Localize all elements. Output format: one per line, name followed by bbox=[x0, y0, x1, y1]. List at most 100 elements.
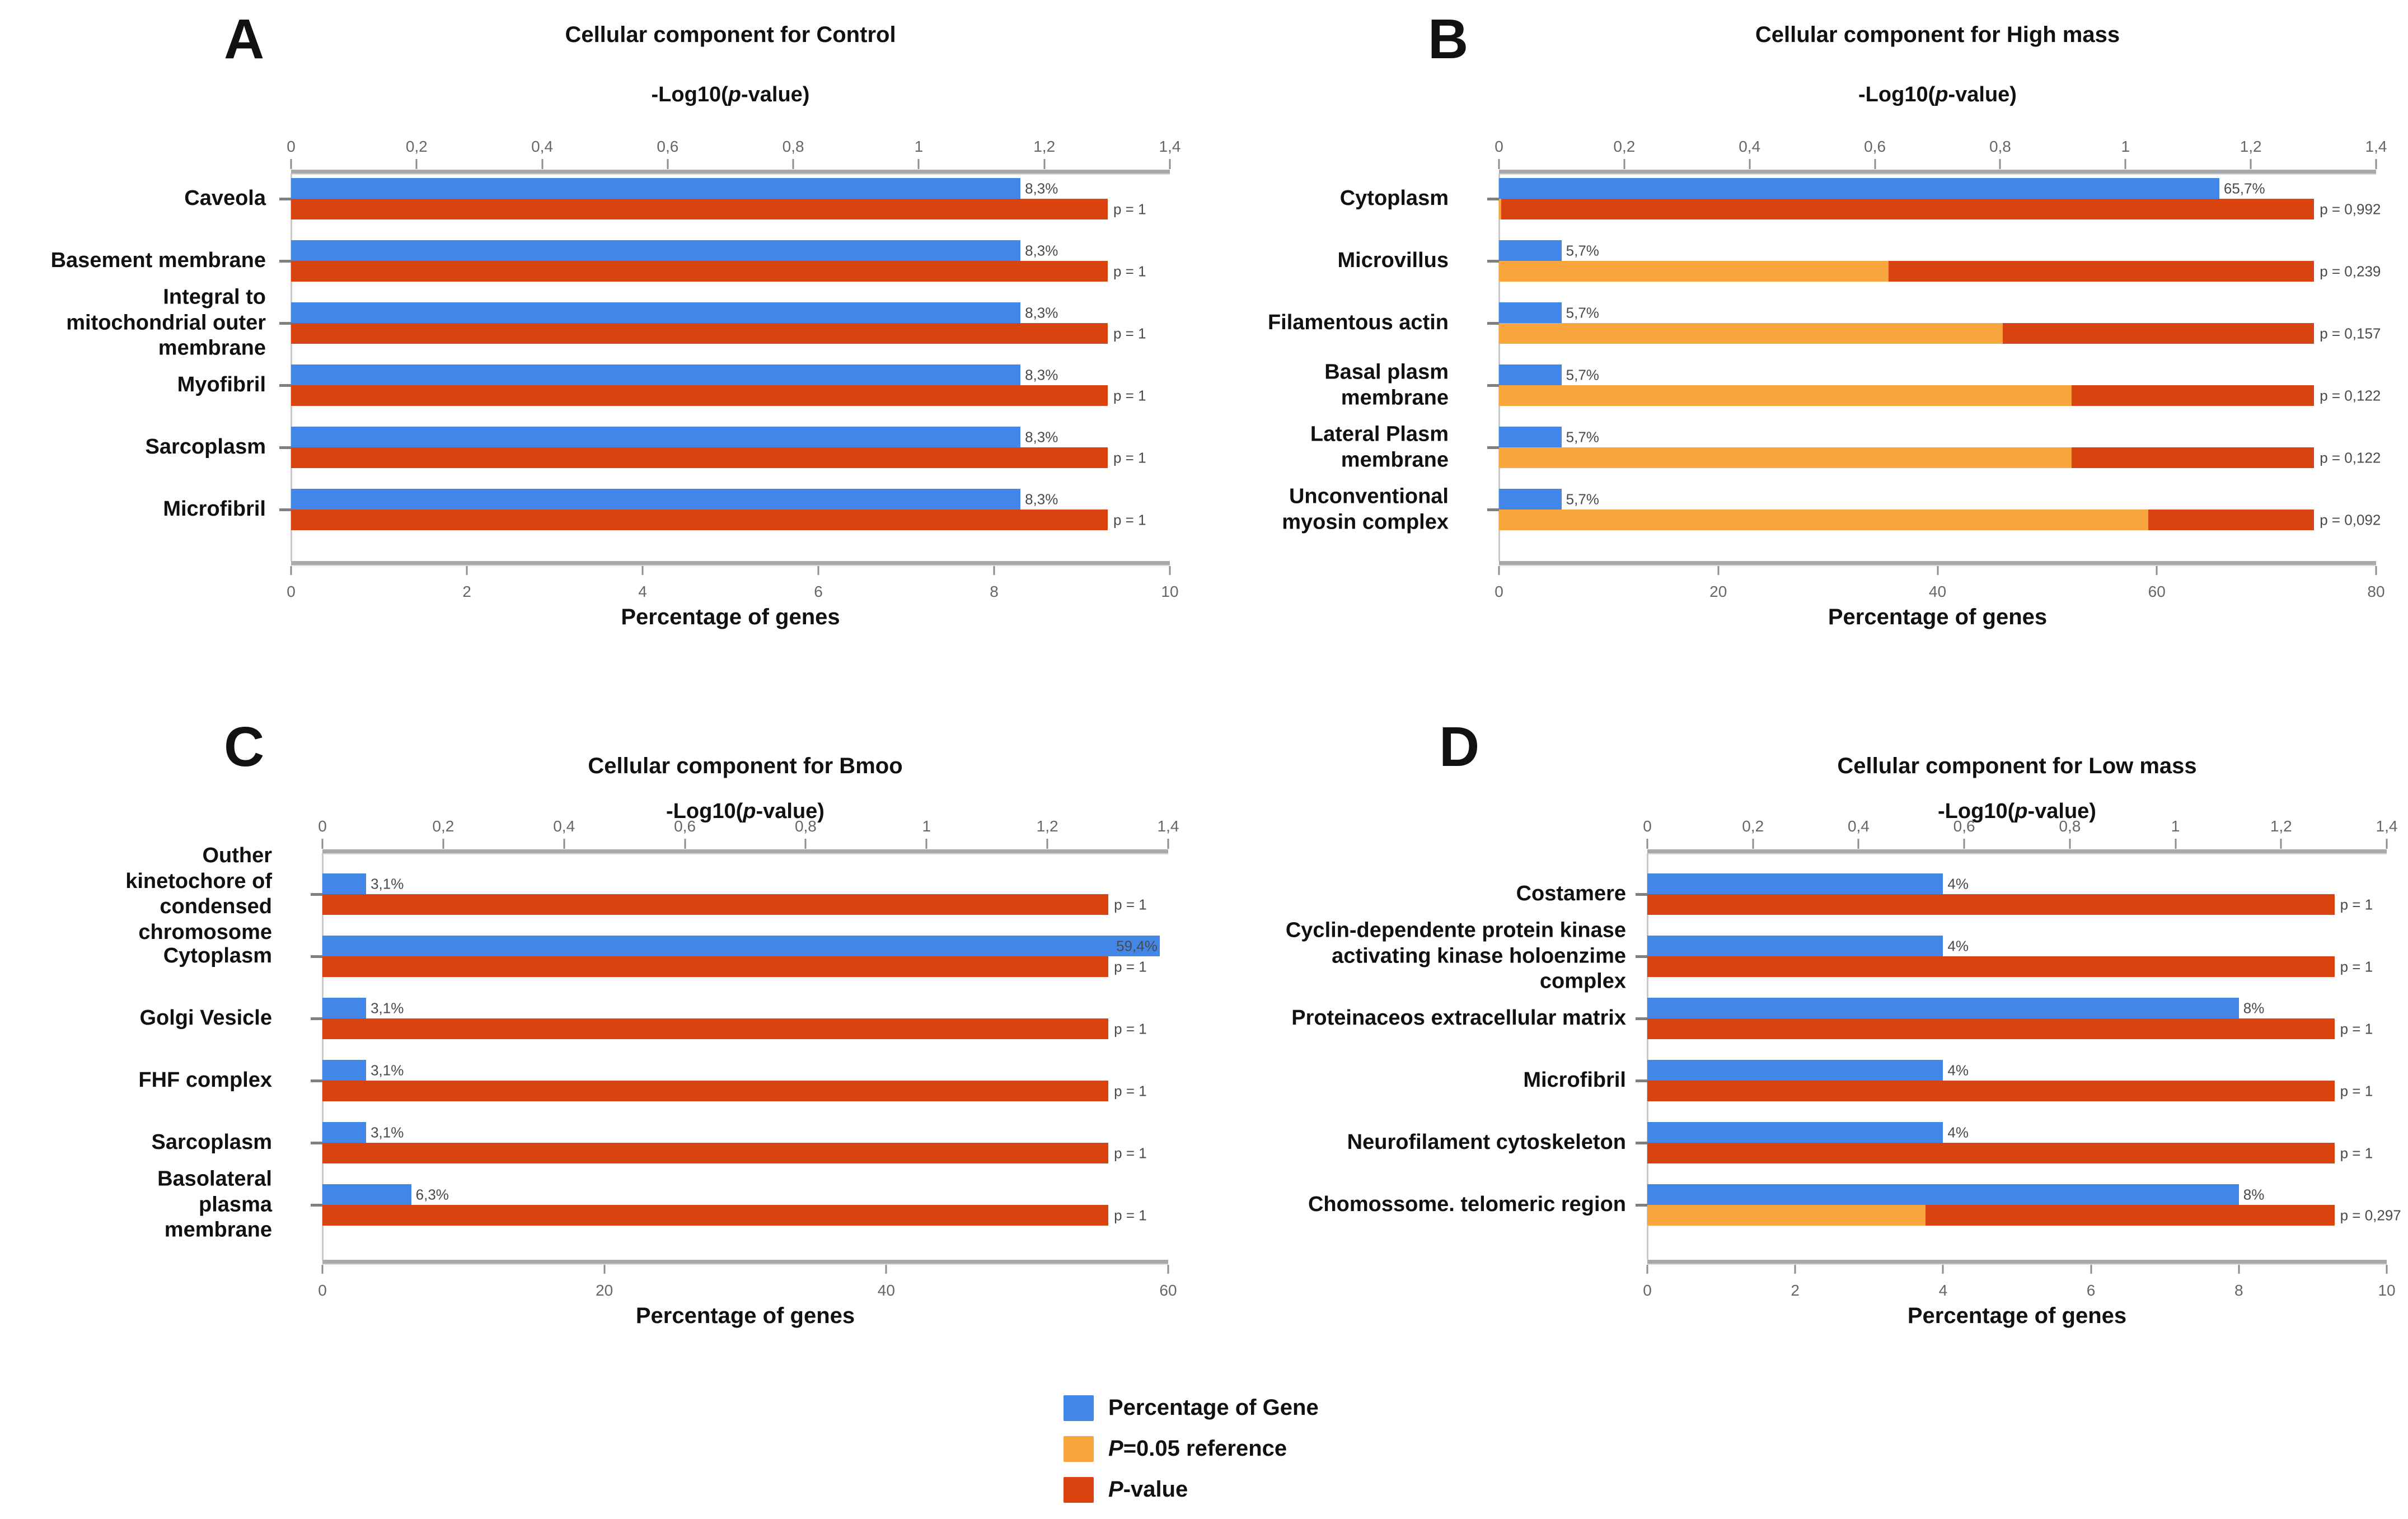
axis-tick: 0,8 bbox=[783, 138, 804, 169]
left-axis-tick bbox=[1636, 955, 1647, 958]
axis-tick-label: 40 bbox=[1928, 583, 1947, 600]
axis-tick-label: 1,4 bbox=[2365, 138, 2387, 155]
axis-tick-label: 0 bbox=[287, 583, 296, 600]
percentage-of-gene-bar: 65,7% bbox=[1499, 178, 2265, 199]
legend-label-italic: P bbox=[1108, 1436, 1123, 1461]
legend-swatch-red bbox=[1064, 1476, 1094, 1503]
category-label: Neurofilament cytoskeleton bbox=[1347, 1130, 1626, 1155]
p-value-bar: p = 1 bbox=[1647, 956, 2387, 977]
top-axis-line bbox=[291, 170, 1170, 174]
p-value-bar: p = 1 bbox=[291, 447, 1170, 468]
category-row: Integral to mitochondrial outer membrane… bbox=[66, 286, 1170, 364]
axis-tick-label: 1 bbox=[914, 138, 924, 155]
left-axis-tick bbox=[1636, 1079, 1647, 1082]
category-label: Outher kinetochore of condensed chromoso… bbox=[125, 843, 272, 944]
percentage-label: 8% bbox=[2243, 999, 2265, 1016]
left-axis-line bbox=[1647, 853, 1648, 1260]
percentage-of-gene-bar: 5,7% bbox=[1499, 427, 1599, 447]
bottom-axis-title: Percentage of genes bbox=[621, 605, 840, 629]
legend-item: P-value bbox=[1064, 1469, 1319, 1510]
panel-letter: B bbox=[1428, 8, 1469, 71]
top-axis-title-italic-p: p bbox=[743, 800, 756, 823]
panel-title: Cellular component for Control bbox=[565, 22, 896, 47]
category-row: Myofibril 8,3% p = 1 bbox=[177, 364, 1170, 427]
category-label: Costamere bbox=[1516, 882, 1626, 906]
axis-tick-label: 0 bbox=[1495, 138, 1503, 155]
p-reference-segment bbox=[1499, 323, 2003, 344]
category-row: Lateral Plasm membrane 5,7% p = 0,122 bbox=[1310, 422, 2381, 489]
legend-swatch-orange bbox=[1064, 1436, 1094, 1462]
p-value-label: p = 1 bbox=[2340, 1020, 2373, 1037]
panel-title: Cellular component for Bmoo bbox=[588, 754, 903, 778]
percentage-label: 5,7% bbox=[1566, 366, 1599, 383]
percentage-label: 59,4% bbox=[1116, 937, 1158, 954]
category-row: Basal plasm membrane 5,7% p = 0,122 bbox=[1324, 360, 2381, 427]
category-row: Costamere 4% p = 1 bbox=[1516, 873, 2387, 936]
axis-tick: 1,4 bbox=[2365, 138, 2387, 169]
p-value-bar: p = 1 bbox=[291, 510, 1170, 530]
p-value-label: p = 1 bbox=[1114, 1082, 1147, 1099]
axis-tick: 60 bbox=[1159, 1265, 1177, 1299]
axis-tick: 0 bbox=[287, 566, 296, 600]
axis-tick-label: 20 bbox=[1709, 583, 1727, 600]
axis-tick-label: 0,6 bbox=[657, 138, 679, 155]
percentage-label: 3,1% bbox=[371, 1062, 404, 1078]
axis-tick-label: 8 bbox=[990, 583, 999, 600]
category-label: Basolateral plasma membrane bbox=[157, 1167, 272, 1242]
left-axis-tick bbox=[279, 384, 291, 387]
category-label: FHF complex bbox=[138, 1068, 272, 1092]
p-value-label: p = 0,992 bbox=[2320, 200, 2381, 217]
p-reference-segment bbox=[1499, 510, 2148, 530]
p-value-segment bbox=[1647, 1081, 2335, 1101]
left-axis-tick bbox=[1487, 508, 1499, 511]
percentage-label: 5,7% bbox=[1566, 490, 1599, 507]
left-axis-tick bbox=[1487, 198, 1499, 200]
axis-tick: 4 bbox=[1939, 1265, 1947, 1299]
percentage-of-gene-bar: 4% bbox=[1647, 936, 1969, 956]
p-value-bar: p = 1 bbox=[322, 956, 1168, 977]
axis-tick: 0,2 bbox=[432, 817, 454, 849]
axis-tick: 2 bbox=[1791, 1265, 1800, 1299]
p-value-segment bbox=[1647, 1143, 2335, 1163]
axis-tick: 0,6 bbox=[1864, 138, 1886, 169]
p-value-segment bbox=[291, 447, 1108, 468]
axis-tick: 1,2 bbox=[1037, 817, 1058, 849]
p-value-segment bbox=[291, 261, 1108, 282]
left-axis-tick bbox=[311, 1079, 322, 1082]
p-reference-segment bbox=[1499, 447, 2072, 468]
percentage-of-gene-bar: 8% bbox=[1647, 1184, 2264, 1205]
p-value-segment bbox=[291, 323, 1108, 344]
axis-tick-label: 1 bbox=[2121, 138, 2130, 155]
percentage-label: 4% bbox=[1947, 1062, 1969, 1078]
percentage-of-gene-bar: 8,3% bbox=[291, 240, 1058, 261]
percentage-label: 3,1% bbox=[371, 1124, 404, 1141]
axis-tick: 2 bbox=[462, 566, 471, 600]
axis-tick-label: 0,4 bbox=[531, 138, 554, 155]
percentage-label: 4% bbox=[1947, 875, 1969, 892]
plot-area: 0 0,2 0,4 0,6 0,8 1 1,2 1,4 Outher kinetochore … bbox=[125, 817, 1179, 1328]
panel-letter: C bbox=[224, 716, 265, 778]
p-value-bar: p = 0,992 bbox=[1499, 199, 2381, 219]
axis-tick: 0,2 bbox=[1613, 138, 1635, 169]
left-axis-tick bbox=[279, 322, 291, 325]
axis-tick: 60 bbox=[2148, 566, 2166, 600]
legend-item: Percentage of Gene bbox=[1064, 1387, 1319, 1428]
category-label: Microvillus bbox=[1337, 249, 1449, 273]
axis-tick: 1,2 bbox=[2240, 138, 2262, 169]
left-axis-tick bbox=[1487, 322, 1499, 325]
category-label: Lateral Plasm membrane bbox=[1310, 422, 1449, 471]
percentage-label: 8,3% bbox=[1025, 490, 1058, 507]
left-axis-tick bbox=[1487, 446, 1499, 449]
p-value-label: p = 0,239 bbox=[2320, 263, 2381, 279]
left-axis-tick bbox=[311, 1142, 322, 1144]
axis-tick-label: 60 bbox=[2148, 583, 2166, 600]
p-value-segment bbox=[1647, 956, 2335, 977]
axis-tick-label: 0,2 bbox=[1742, 817, 1764, 835]
axis-tick-label: 1,2 bbox=[2240, 138, 2262, 155]
axis-tick-label: 0,2 bbox=[432, 817, 455, 835]
top-axis-title-post: -value) bbox=[756, 800, 824, 823]
percentage-label: 8,3% bbox=[1025, 242, 1058, 259]
p-value-label: p = 0,092 bbox=[2320, 511, 2381, 528]
chart-panel-D: D Cellular component for Low mass -Log10… bbox=[1204, 703, 2408, 1519]
p-reference-segment bbox=[1499, 199, 1501, 219]
